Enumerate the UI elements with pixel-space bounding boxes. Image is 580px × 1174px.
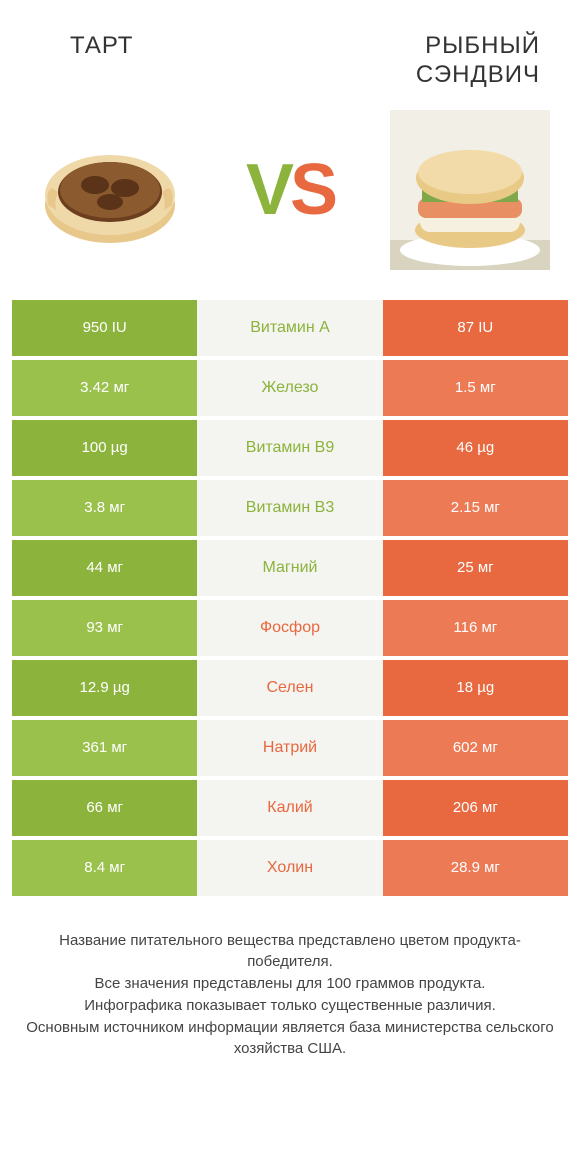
value-left: 12.9 µg [12,660,197,716]
tart-image [30,110,190,270]
value-right: 25 мг [383,540,568,596]
footer-line: Инфографика показывает только существенн… [24,995,556,1017]
sandwich-image [390,110,550,270]
table-row: 44 мгМагний25 мг [12,540,568,596]
nutrient-label: Калий [197,780,382,836]
value-left: 66 мг [12,780,197,836]
footer-text: Название питательного вещества представл… [0,900,580,1061]
value-left: 361 мг [12,720,197,776]
table-row: 8.4 мгХолин28.9 мг [12,840,568,896]
value-right: 1.5 мг [383,360,568,416]
footer-line: Все значения представлены для 100 граммо… [24,973,556,995]
images-row: VS [0,100,580,300]
vs-label: VS [246,149,334,231]
nutrient-label: Магний [197,540,382,596]
table-row: 66 мгКалий206 мг [12,780,568,836]
nutrient-label: Витамин B3 [197,480,382,536]
nutrient-label: Железо [197,360,382,416]
vs-v: V [246,150,290,230]
value-left: 93 мг [12,600,197,656]
header: ТАРТ РЫБНЫЙ СЭНДВИЧ [0,0,580,100]
value-left: 950 IU [12,300,197,356]
value-left: 44 мг [12,540,197,596]
nutrient-label: Селен [197,660,382,716]
value-right: 28.9 мг [383,840,568,896]
nutrient-label: Фосфор [197,600,382,656]
footer-line: Название питательного вещества представл… [24,930,556,974]
value-right: 602 мг [383,720,568,776]
footer-line: Основным источником информации является … [24,1017,556,1061]
value-right: 46 µg [383,420,568,476]
nutrient-table: 950 IUВитамин A87 IU3.42 мгЖелезо1.5 мг1… [0,300,580,896]
nutrient-label: Холин [197,840,382,896]
value-left: 100 µg [12,420,197,476]
table-row: 93 мгФосфор116 мг [12,600,568,656]
value-right: 206 мг [383,780,568,836]
value-right: 116 мг [383,600,568,656]
value-left: 3.42 мг [12,360,197,416]
table-row: 100 µgВитамин B946 µg [12,420,568,476]
value-left: 8.4 мг [12,840,197,896]
title-left: ТАРТ [40,32,340,60]
nutrient-label: Витамин A [197,300,382,356]
nutrient-label: Витамин B9 [197,420,382,476]
value-right: 18 µg [383,660,568,716]
table-row: 361 мгНатрий602 мг [12,720,568,776]
table-row: 12.9 µgСелен18 µg [12,660,568,716]
vs-s: S [290,150,334,230]
title-right: РЫБНЫЙ СЭНДВИЧ [340,32,540,90]
table-row: 950 IUВитамин A87 IU [12,300,568,356]
nutrient-label: Натрий [197,720,382,776]
table-row: 3.42 мгЖелезо1.5 мг [12,360,568,416]
value-right: 2.15 мг [383,480,568,536]
table-row: 3.8 мгВитамин B32.15 мг [12,480,568,536]
value-right: 87 IU [383,300,568,356]
value-left: 3.8 мг [12,480,197,536]
